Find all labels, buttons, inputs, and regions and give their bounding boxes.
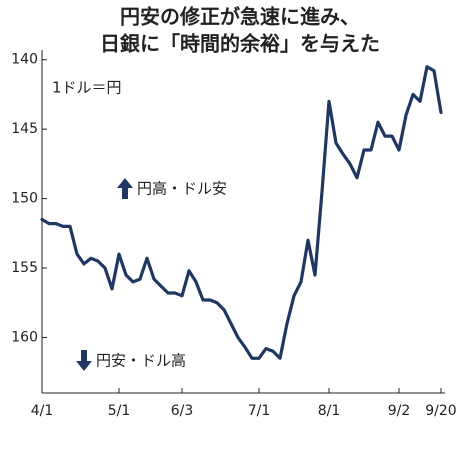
line: [40, 65, 443, 360]
annotation: 円高・ドル安: [137, 180, 227, 198]
x-tick-label: 9/2: [388, 403, 411, 419]
chart-title: 円安の修正が急速に進み、: [120, 5, 360, 29]
x-tick-label: 7/1: [248, 403, 271, 419]
x-tick-label: 4/1: [31, 403, 54, 419]
x-tick-label: 6/3: [171, 403, 194, 419]
y-tick-label: 145: [11, 121, 38, 137]
y-tick-label: 160: [11, 329, 38, 345]
x-tick-label: 8/1: [318, 403, 341, 419]
annotation: 円安・ドル高: [96, 352, 186, 370]
y-tick-label: 150: [11, 191, 38, 207]
up-arrow: [117, 178, 133, 199]
chart-title: 日銀に「時間的余裕」を与えた: [100, 32, 380, 56]
y-tick-label: 155: [11, 260, 38, 276]
x-tick-label: 5/1: [108, 403, 131, 419]
y-tick-label: 140: [11, 52, 38, 68]
down-arrow: [76, 350, 92, 371]
x-tick-label: 9/20: [425, 403, 456, 419]
unit-label: 1ドル＝円: [52, 79, 122, 97]
